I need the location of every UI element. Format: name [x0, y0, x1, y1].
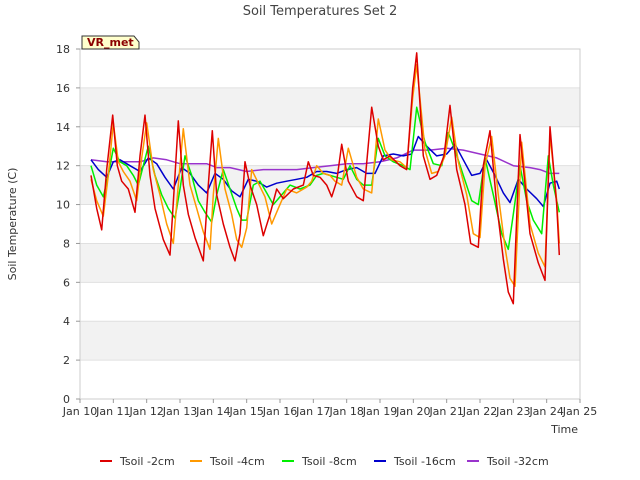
legend-label: Tsoil -4cm: [209, 455, 265, 468]
y-tick-label: 10: [56, 199, 70, 212]
legend-label: Tsoil -8cm: [301, 455, 357, 468]
x-axis-label: Time: [550, 423, 578, 436]
x-tick-label: Jan 22: [462, 405, 497, 418]
legend-label: Tsoil -16cm: [393, 455, 456, 468]
y-tick-label: 18: [56, 43, 70, 56]
series-line-tsoil-2cm: [90, 52, 561, 305]
plot-area-frame: [79, 48, 581, 400]
x-tick-label: Jan 20: [395, 405, 430, 418]
chart-title: Soil Temperatures Set 2: [243, 4, 398, 19]
x-tick-label: Jan 21: [428, 405, 463, 418]
y-tick-label: 8: [63, 237, 70, 250]
band-1: [80, 321, 580, 361]
x-tick-label: Jan 25: [562, 405, 597, 418]
x-tick-label: Jan 18: [328, 405, 363, 418]
x-tick-label: Jan 12: [128, 405, 163, 418]
x-tick-label: Jan 10: [62, 405, 97, 418]
station-badge: VR_met: [81, 35, 140, 50]
y-tick-label: 14: [56, 121, 70, 134]
background-bands: [80, 87, 580, 361]
x-tick-label: Jan 11: [95, 405, 130, 418]
legend-label: Tsoil -32cm: [486, 455, 549, 468]
y-axis-ticks: 0 2 4 6 8 10 12 14 16 18: [56, 43, 80, 406]
x-tick-label: Jan 23: [495, 405, 530, 418]
y-tick-label: 12: [56, 160, 70, 173]
band-7: [80, 87, 580, 127]
x-tick-label: Jan 19: [362, 405, 397, 418]
series-line-tsoil-4cm: [90, 63, 561, 287]
x-tick-label: Jan 24: [528, 405, 563, 418]
x-tick-label: Jan 16: [262, 405, 297, 418]
legend: Tsoil -2cm Tsoil -4cm Tsoil -8cm Tsoil -16c…: [100, 455, 549, 468]
legend-label: Tsoil -2cm: [119, 455, 175, 468]
x-tick-label: Jan 17: [295, 405, 330, 418]
y-tick-label: 6: [63, 276, 70, 289]
y-tick-label: 4: [63, 315, 70, 328]
x-tick-label: Jan 15: [228, 405, 263, 418]
y-axis-label: Soil Temperature (C): [6, 168, 19, 281]
badge-box: [81, 35, 140, 50]
y-tick-label: 2: [63, 354, 70, 367]
series-lines: [90, 52, 561, 305]
badge-label: VR_met: [87, 36, 134, 49]
x-tick-label: Jan 14: [195, 405, 230, 418]
y-tick-label: 0: [63, 393, 70, 406]
band-3: [80, 243, 580, 283]
x-tick-label: Jan 13: [162, 405, 197, 418]
y-tick-label: 16: [56, 82, 70, 95]
